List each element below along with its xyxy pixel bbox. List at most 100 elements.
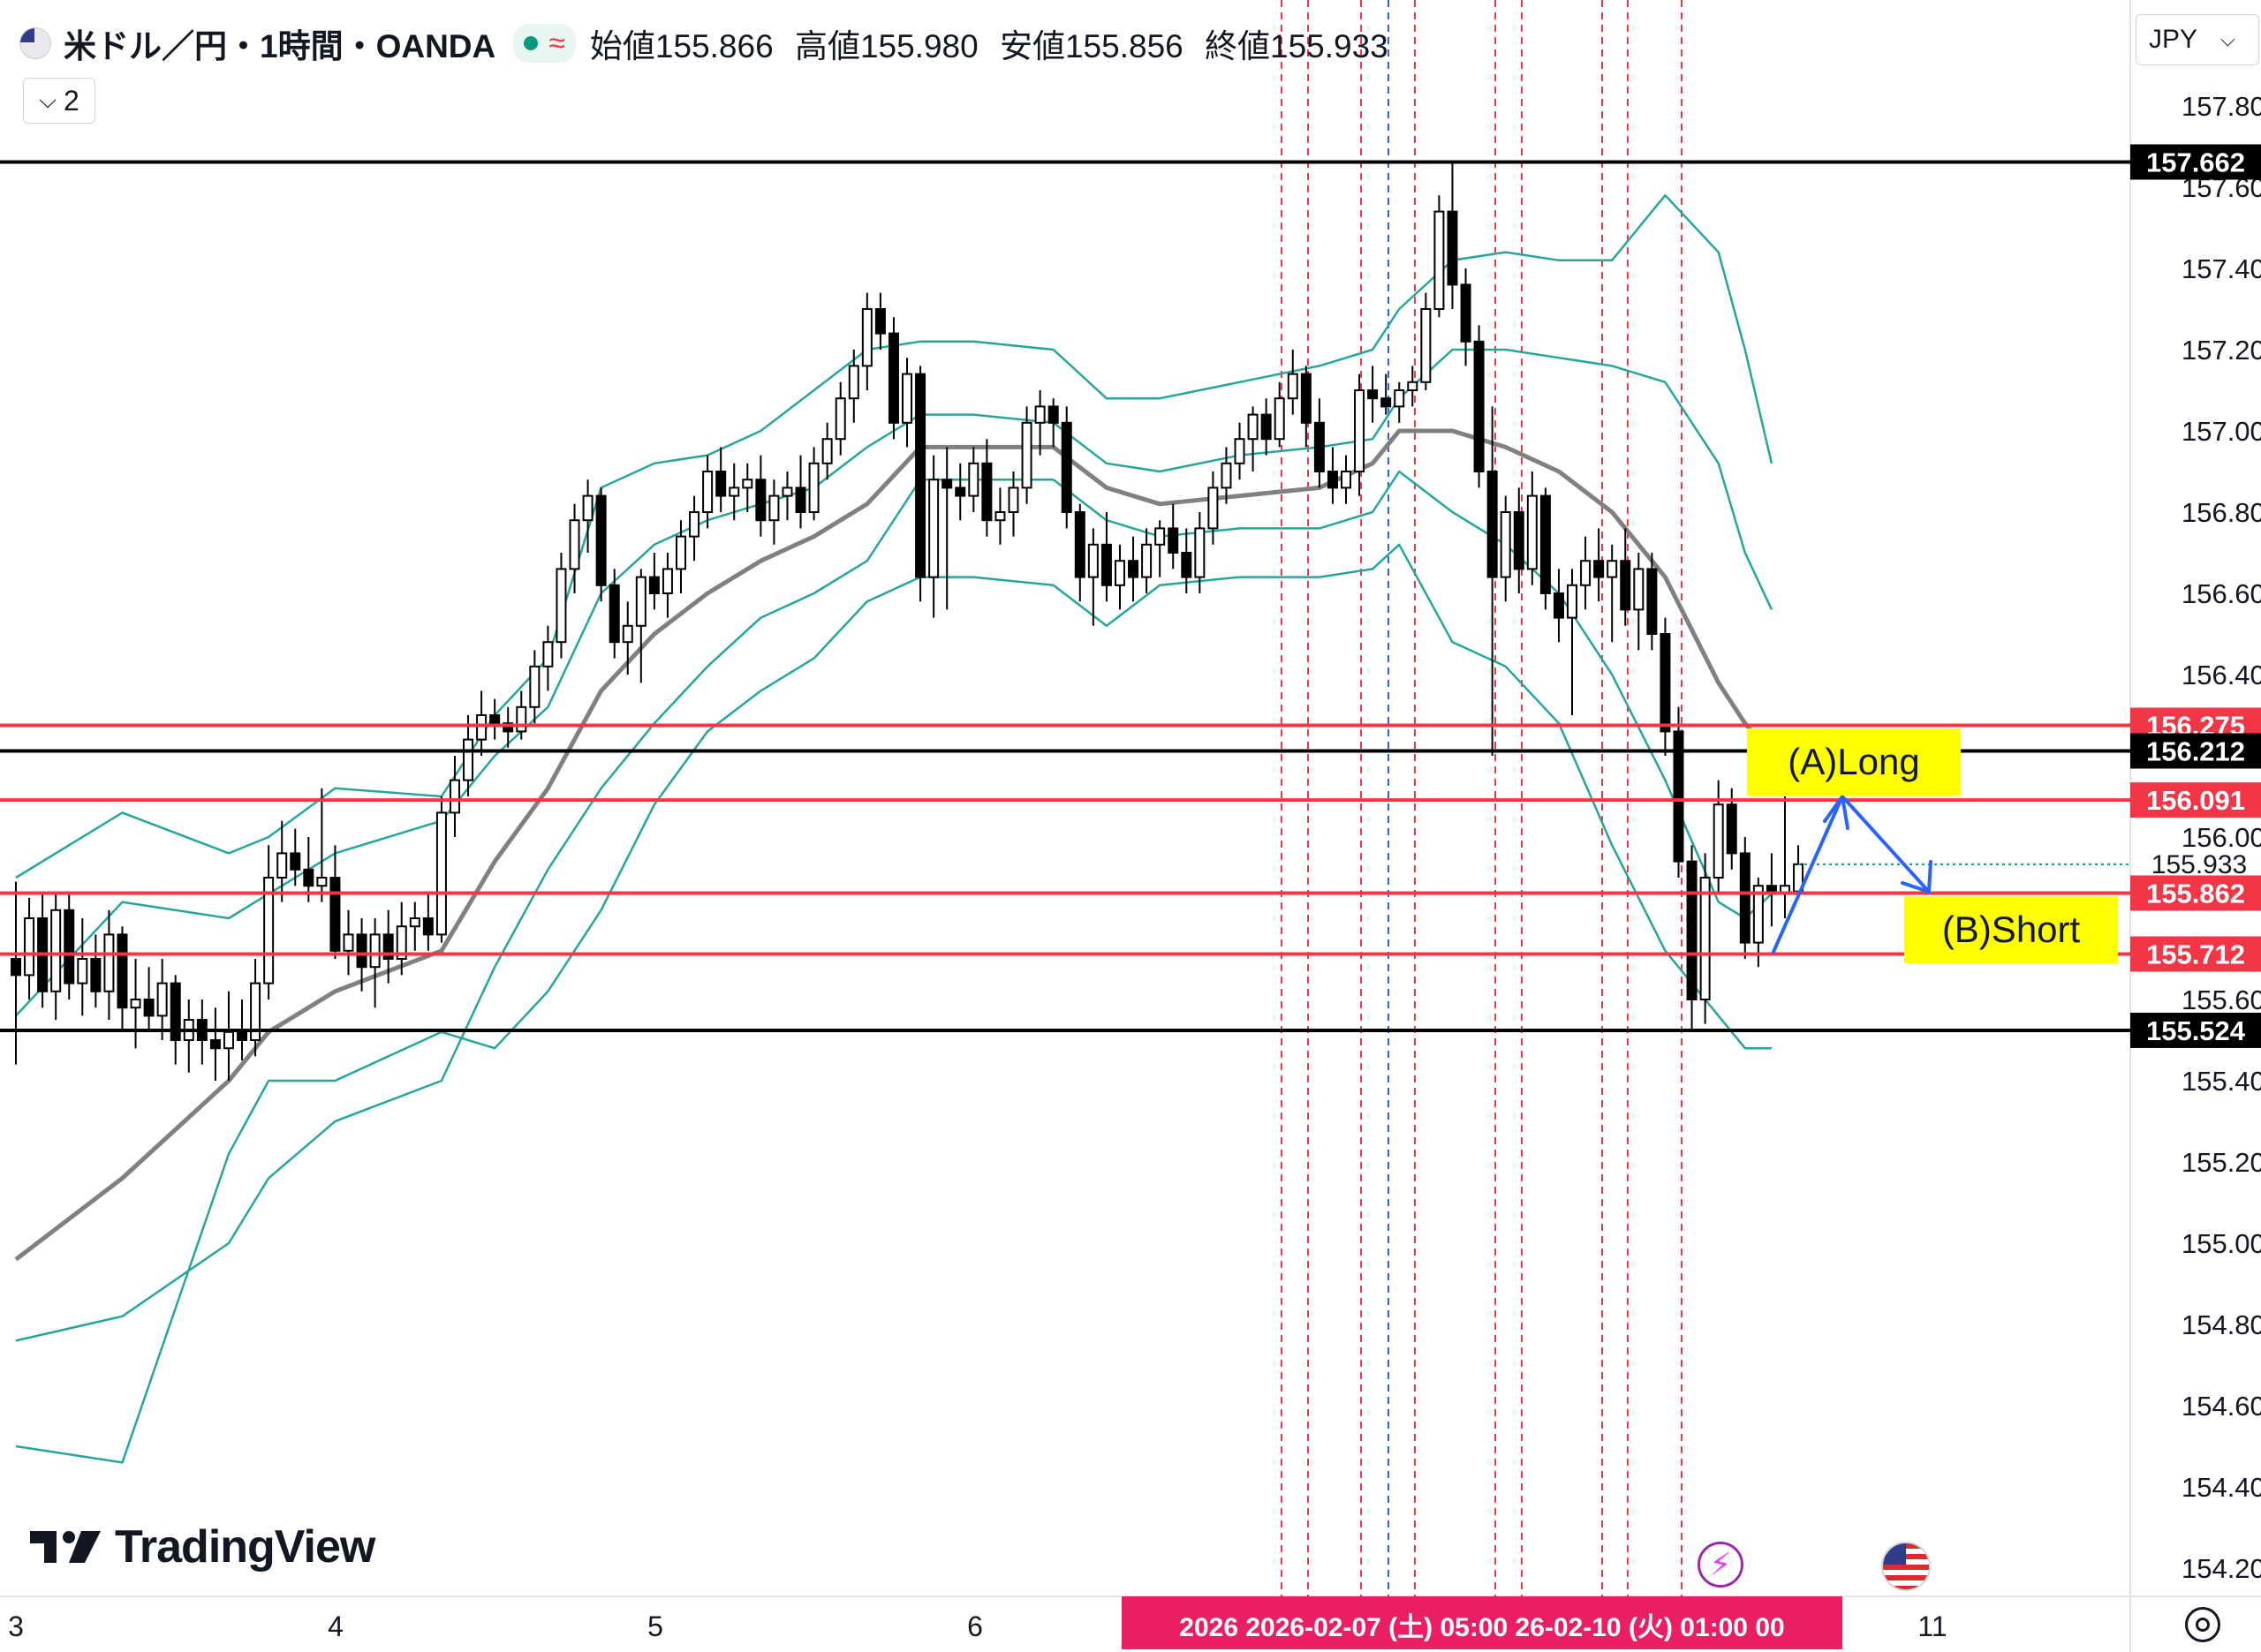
candle: [489, 698, 501, 740]
settings-icon[interactable]: [2185, 1607, 2220, 1642]
candle: [1779, 796, 1790, 918]
candle-body-up: [1420, 308, 1432, 383]
candle: [569, 503, 580, 593]
candle: [582, 479, 594, 553]
price-tick-label: 154.200: [2182, 1553, 2261, 1584]
candle-body-down: [1553, 592, 1564, 619]
candle-body-down: [1460, 283, 1471, 343]
ohlc-values: 始値155.866 高値155.980 安値155.856 終値155.933: [590, 19, 1401, 67]
candle: [396, 901, 407, 976]
candle: [1100, 512, 1112, 602]
candle-body-up: [1247, 413, 1259, 441]
candle-body-down: [1513, 511, 1524, 570]
candle: [755, 455, 767, 537]
candle-body-up: [1354, 389, 1365, 472]
candle: [503, 706, 514, 748]
candle-body-up: [263, 877, 275, 984]
usd-jpy-flag-icon: [19, 27, 51, 59]
candle: [329, 845, 341, 959]
symbol-title[interactable]: 米ドル／円・1時間・OANDA: [64, 28, 496, 64]
candle-body-down: [1260, 413, 1272, 441]
candle-body-down: [888, 332, 899, 424]
candle: [1633, 553, 1645, 651]
candle: [382, 909, 394, 984]
candle-body-up: [622, 624, 633, 644]
candle: [409, 901, 420, 951]
candle: [250, 959, 261, 1057]
candle: [955, 463, 966, 521]
legend-toggle-button[interactable]: ⌵ 2: [23, 78, 95, 124]
candle: [622, 601, 633, 675]
price-label-text: 156.091: [2146, 785, 2245, 816]
candle: [303, 837, 314, 902]
candle-body-down: [382, 933, 394, 961]
us-flag-event-icon[interactable]: [1881, 1542, 1931, 1591]
candle-body-up: [1194, 527, 1206, 578]
candle-body-up: [1141, 543, 1153, 578]
legend-count: 2: [63, 84, 79, 117]
candle: [343, 909, 354, 976]
candle: [635, 569, 647, 683]
candle: [64, 894, 75, 999]
candle-body-up: [702, 471, 714, 513]
candle-body-up: [516, 705, 527, 733]
candle-body-up: [1752, 885, 1764, 944]
market-status-pill[interactable]: ≈: [513, 24, 576, 63]
candle-body-down: [795, 487, 806, 514]
candle: [476, 690, 488, 756]
candle: [1021, 406, 1032, 504]
candle: [1513, 487, 1524, 593]
candle-body-down: [648, 576, 660, 594]
lightning-icon[interactable]: ⚡: [1698, 1542, 1743, 1588]
candle: [795, 455, 806, 529]
candle-body-up: [569, 519, 580, 570]
candle-body-up: [768, 494, 780, 522]
currency-button[interactable]: JPY ⌵: [2136, 14, 2259, 65]
candle: [1500, 495, 1511, 602]
long-label: (A)Long: [1788, 741, 1920, 782]
candle: [1553, 569, 1564, 643]
candle-body-up: [24, 917, 35, 977]
candle: [1221, 447, 1232, 504]
candle-body-up: [1633, 568, 1645, 611]
candle: [276, 820, 288, 902]
candle-body-up: [1274, 397, 1285, 441]
price-tick-label: 157.200: [2182, 335, 2261, 366]
candle-body-down: [715, 471, 727, 497]
candle: [1433, 195, 1445, 318]
candle-body-up: [1087, 543, 1099, 578]
candle: [1420, 292, 1432, 390]
candle: [1327, 447, 1338, 504]
current-price-label: 155.933: [2151, 850, 2247, 879]
low-value: 155.856: [1064, 28, 1183, 64]
candle-body-down: [941, 479, 953, 489]
candle-body-up: [835, 397, 846, 441]
candle: [915, 366, 926, 602]
tradingview-mark-icon: [30, 1531, 101, 1563]
candle: [516, 690, 527, 740]
candle-body-down: [1673, 730, 1684, 863]
tradingview-logo[interactable]: TradingView: [30, 1520, 375, 1573]
candle-body-up: [994, 511, 1006, 522]
candle: [1234, 422, 1245, 480]
candle: [1247, 406, 1259, 471]
candle: [941, 447, 953, 610]
candle-body-up: [409, 917, 420, 928]
chevron-down-icon: ⌵: [2220, 28, 2235, 50]
candle-body-down: [1061, 421, 1072, 513]
high-value: 155.980: [859, 28, 979, 64]
candle: [77, 918, 88, 1016]
candle-body-down: [981, 462, 993, 522]
price-tick-label: 155.600: [2182, 984, 2261, 1015]
candle-body-down: [117, 933, 128, 1009]
wave-icon: ≈: [548, 26, 565, 60]
candle: [702, 455, 714, 529]
candle: [1699, 853, 1711, 1024]
candle-body-down: [1367, 389, 1379, 400]
candle: [223, 991, 234, 1081]
candle-body-up: [156, 982, 168, 1017]
candle-body-down: [1739, 852, 1751, 944]
candle: [1673, 706, 1684, 878]
candle-body-up: [130, 999, 141, 1009]
